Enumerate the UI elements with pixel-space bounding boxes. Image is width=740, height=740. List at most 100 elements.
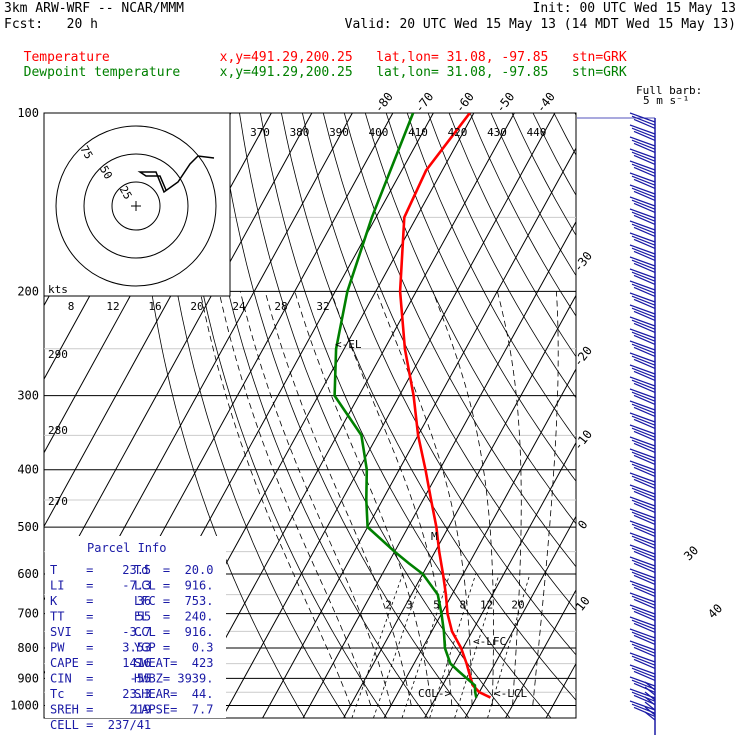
wind-barb [629,520,656,537]
pressure-tick-label: 200 [17,284,39,298]
parcel-info-right: LAPSE= 7.7 [134,703,213,717]
hodograph-speed-label: 8 [68,300,75,313]
theta-label: 400 [369,126,389,139]
isotherm-line [383,368,576,718]
model-title: 3km ARW-WRF -- NCAR/MMM [4,1,185,16]
wind-barb [629,160,656,177]
isotherm-label: -20 [571,344,595,370]
dry-adiabat [574,113,576,116]
traces [333,113,492,699]
moist-adiabat [376,291,473,706]
mixing-ratio-line [454,573,500,718]
parcel-info-background [45,536,226,718]
hodograph-trace [137,155,215,194]
hodograph-speed-label: 16 [148,300,161,313]
hodograph-box [43,112,231,297]
moist-adiabat [199,291,351,706]
parcel-info-right: SHEAR= 44. [134,687,213,701]
mixing-ratio-line [401,573,451,718]
dry-adiabat [511,113,576,237]
isotherm-line [262,147,576,718]
wind-barb-low [644,681,656,691]
wind-barb [629,460,656,477]
moist-adiabat [432,291,494,706]
dry-adiabat [260,113,552,718]
hodograph-ring [55,125,217,287]
header-line2: Fcst: 20 h Valid: 20 UTC Wed 15 May 13 (… [4,17,740,32]
dry-adiabat [406,113,576,440]
hodograph-speed-label: 32 [316,300,329,313]
barb-key-value: 5 m s⁻¹ [643,94,689,107]
isotherm-label: -10 [571,427,595,453]
parcel-info-right: LFC = 753. [134,594,213,608]
wind-barb [629,316,656,333]
isotherm-label: -40 [534,90,558,116]
wind-barb [629,280,656,297]
wind-barb [629,112,656,129]
isotherm-line [44,113,313,602]
hodograph-ring-label: 50 [97,164,115,182]
wind-barb [629,340,656,357]
wind-barb [629,616,656,633]
mixing-ratio-label: 8 [460,599,467,612]
parcel-info-left: CIN = -55 [50,672,151,686]
annotation-lcl: <-LCL [494,687,527,700]
theta-label: 430 [487,126,507,139]
moist-adiabat [239,291,392,706]
hodograph-center [131,201,141,211]
isotherm-line [343,294,576,718]
init-time: Init: 00 UTC Wed 15 May 13 [532,1,737,16]
pressure-tick-label: 800 [17,641,39,655]
theta-label: 440 [527,126,547,139]
wind-barb [629,172,656,189]
parcel-info-left: LI = -7.3 [50,579,151,593]
moist-adiabat [496,291,522,706]
dry-adiabat [490,113,576,277]
wind-barb [629,328,656,345]
dry-adiabat [385,113,576,482]
moist-adiabat [218,291,372,706]
annotation-el: <-EL [335,338,362,351]
wind-barb [629,532,656,549]
height-label: 280 [48,424,68,437]
legend-dewpoint-name: Dewpoint temperature [23,65,181,80]
wind-barb [629,604,656,621]
wind-barb [629,196,656,213]
wind-barb [629,580,656,597]
parcel-info-left: T = 23.5 [50,563,151,577]
wind-barb [629,484,656,501]
annotation-m: M [431,530,438,543]
wind-barb [629,448,656,465]
isotherm-line [302,220,576,718]
dry-adiabat [281,113,576,701]
isotherm-label: 30 [681,543,701,563]
wind-barb [629,508,656,525]
dry-adiabat [322,113,576,612]
dry-adiabat [448,113,576,358]
wind-barb-low [644,696,656,706]
isotherm-label: -60 [453,90,477,116]
hodograph-speed-label: 12 [106,300,119,313]
hodograph-speed-label: 24 [232,300,246,313]
dry-adiabat [197,113,429,718]
wind-barb [629,124,656,141]
parcel-info-left: Tc = 23.3 [50,687,151,701]
hodograph-ring-label: 25 [117,184,135,202]
dry-adiabat [155,113,346,718]
hodograph-speed-label: 28 [274,300,287,313]
parcel-info-left: PW = 3.53 [50,641,151,655]
pressure-tick-label: 400 [17,463,39,477]
pressure-tick-label: 500 [17,520,39,534]
wind-barb [629,652,656,669]
legend-temperature: Temperature x,y=491.29,200.25 lat,lon= 31… [8,35,627,65]
mixing-ratio-label: 5 [433,599,440,612]
height-label: 270 [48,495,68,508]
dry-adiabat [364,113,576,525]
theta-label: 390 [329,126,349,139]
pressure-tick-label: 1000 [10,698,39,712]
wind-barb [629,292,656,309]
legend-dewpoint: Dewpoint temperature x,y=491.29,200.25 la… [8,50,627,80]
wind-barb [629,436,656,453]
